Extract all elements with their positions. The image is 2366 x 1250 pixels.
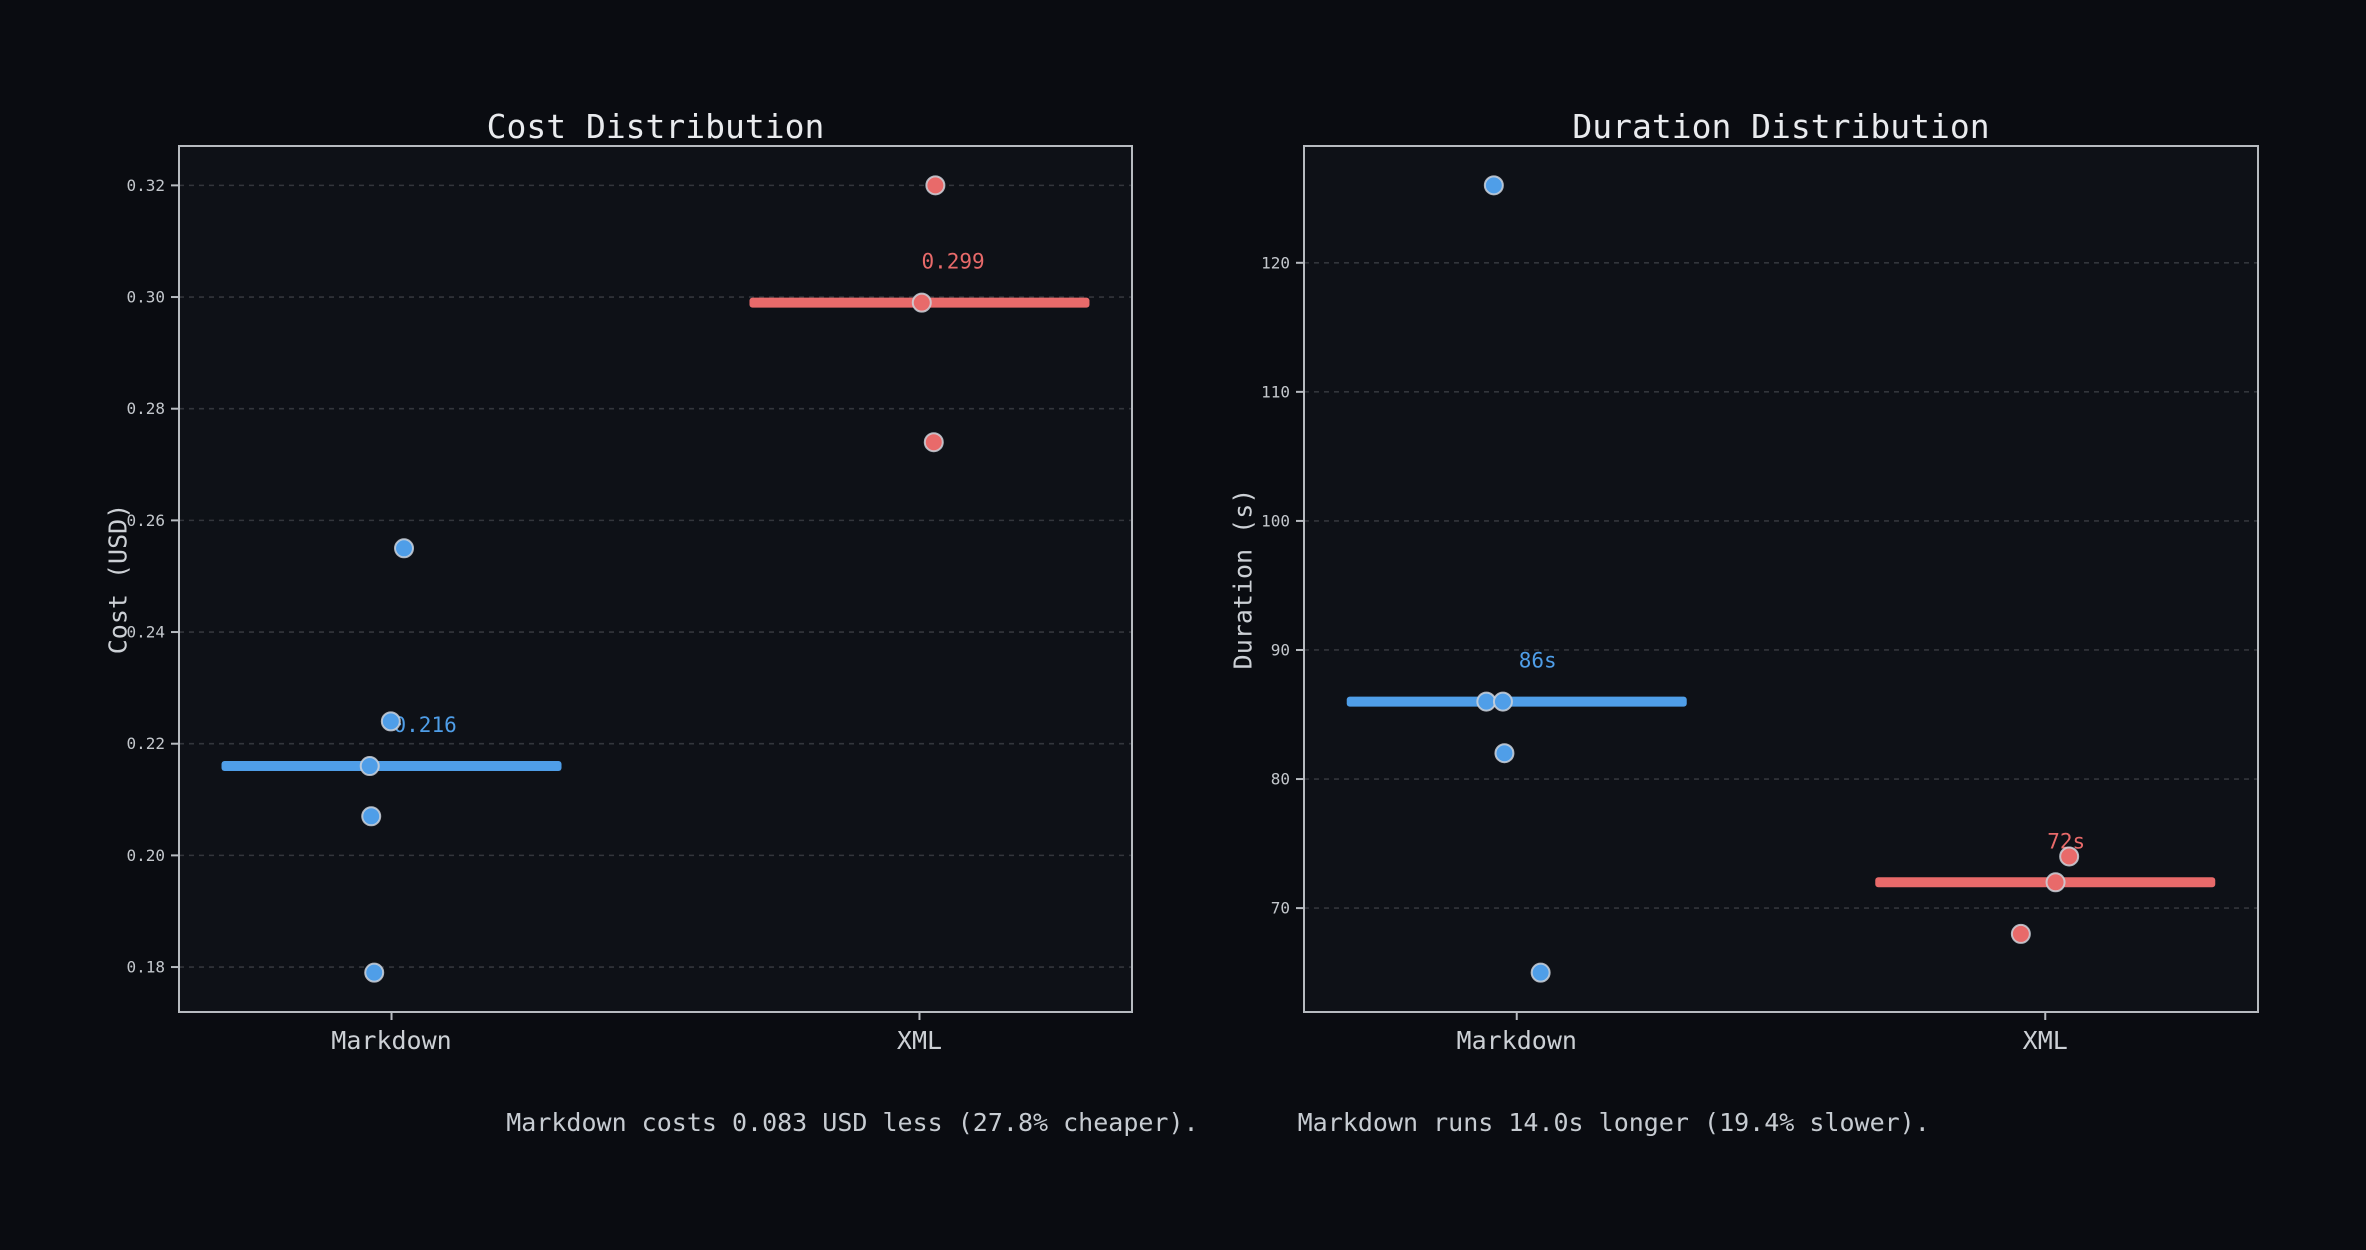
data-point bbox=[2045, 872, 2066, 893]
median-line bbox=[1346, 696, 1687, 707]
y-tick-label: 0.24 bbox=[126, 623, 165, 642]
y-tick-label: 0.26 bbox=[126, 511, 165, 530]
y-tick-label: 120 bbox=[1261, 253, 1290, 272]
median-label: 0.299 bbox=[921, 250, 984, 274]
median-line bbox=[221, 761, 562, 772]
data-point bbox=[923, 432, 944, 453]
data-point bbox=[1483, 175, 1504, 196]
data-point bbox=[2010, 923, 2031, 944]
y-tick-label: 0.18 bbox=[126, 958, 165, 977]
y-tick-label: 80 bbox=[1271, 770, 1290, 789]
median-label: 0.216 bbox=[394, 713, 457, 737]
data-point bbox=[1494, 743, 1515, 764]
y-tick-label: 0.28 bbox=[126, 399, 165, 418]
plot-area bbox=[1304, 146, 2258, 1012]
y-tick-label: 110 bbox=[1261, 382, 1290, 401]
data-point bbox=[1476, 691, 1497, 712]
data-point bbox=[2059, 846, 2080, 867]
y-tick-label: 0.32 bbox=[126, 176, 165, 195]
cost-chart-title: Cost Distribution bbox=[486, 107, 825, 146]
y-tick-label: 70 bbox=[1271, 899, 1290, 918]
x-category-label: Markdown bbox=[331, 1026, 451, 1055]
data-point bbox=[911, 292, 932, 313]
y-tick-label: 90 bbox=[1271, 640, 1290, 659]
duration-summary-text: Markdown runs 14.0s longer (19.4% slower… bbox=[1297, 1108, 1930, 1137]
data-point bbox=[364, 962, 385, 983]
median-line bbox=[1875, 877, 2216, 888]
summary-text: Markdown costs 0.083 USD less (27.8% che… bbox=[506, 1108, 1930, 1137]
plot-frame bbox=[178, 145, 1133, 1013]
y-tick-label: 0.20 bbox=[126, 846, 165, 865]
plot-area bbox=[179, 146, 1132, 1012]
cost-summary-text: Markdown costs 0.083 USD less (27.8% che… bbox=[506, 1108, 1199, 1137]
plot-frame bbox=[1303, 145, 2259, 1013]
median-label: 86s bbox=[1519, 649, 1557, 673]
data-point bbox=[380, 711, 401, 732]
duration-chart-title: Duration Distribution bbox=[1572, 107, 1990, 146]
duration-y-axis-label: Duration (s) bbox=[1228, 488, 1258, 670]
y-tick-label: 0.30 bbox=[126, 288, 165, 307]
data-point bbox=[361, 806, 382, 827]
y-tick-label: 100 bbox=[1261, 511, 1290, 530]
data-point bbox=[1492, 691, 1513, 712]
data-point bbox=[359, 756, 380, 777]
data-point bbox=[394, 538, 415, 559]
data-point bbox=[925, 175, 946, 196]
x-category-label: Markdown bbox=[1457, 1026, 1577, 1055]
y-tick-label: 0.22 bbox=[126, 734, 165, 753]
cost-y-axis-label: Cost (USD) bbox=[103, 503, 133, 655]
data-point bbox=[1530, 962, 1551, 983]
x-category-label: XML bbox=[897, 1026, 942, 1055]
x-category-label: XML bbox=[2023, 1026, 2068, 1055]
